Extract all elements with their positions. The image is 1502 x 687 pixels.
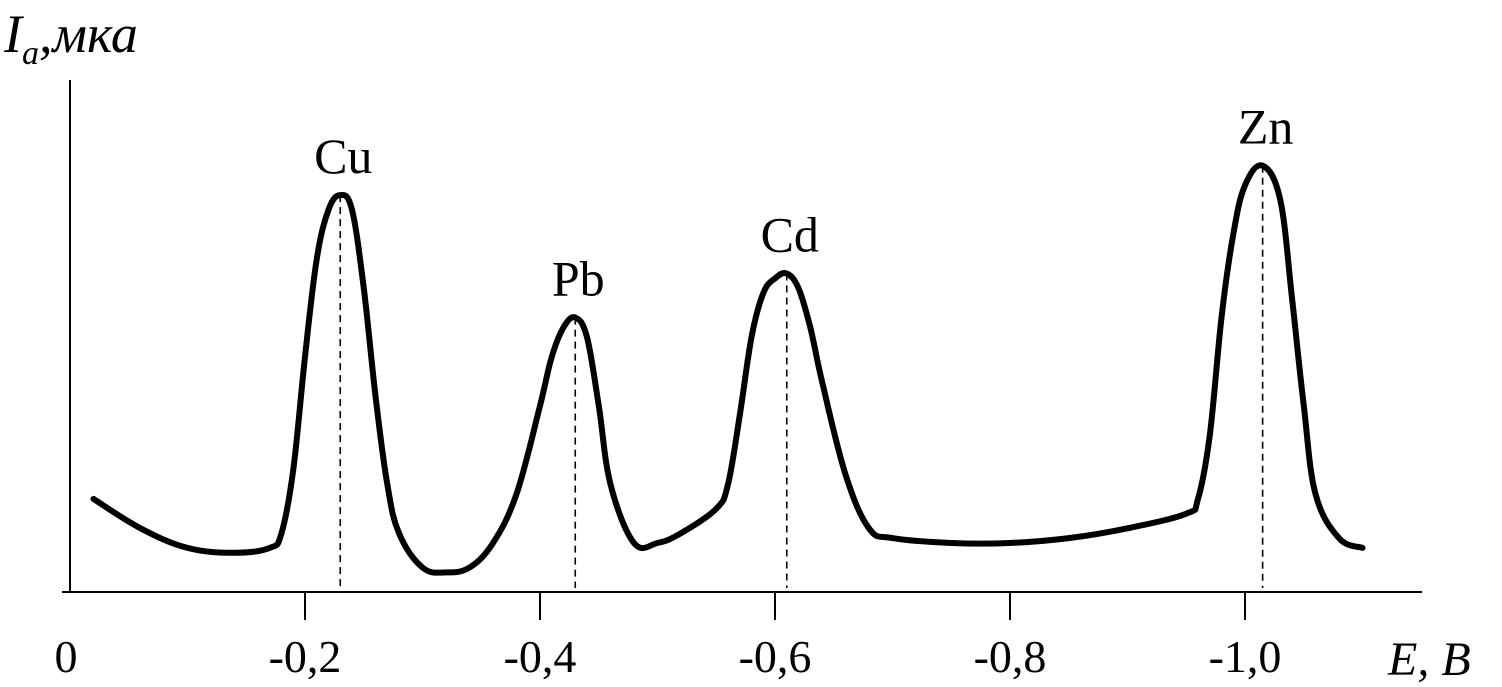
- y-axis-title: Ia,мка: [3, 4, 138, 72]
- y-axis-title-unit: ,мка: [39, 4, 138, 64]
- y-axis-title-subscript: a: [22, 35, 39, 72]
- x-tick-label: -0,2: [269, 631, 342, 682]
- x-tick-labels: 0 -0,2 -0,4 -0,6 -0,8 -1,0: [55, 631, 1282, 682]
- peak-drop-lines: [339, 165, 1264, 588]
- x-tick-label: -0,4: [504, 631, 577, 682]
- y-axis-title-symbol: I: [3, 4, 25, 64]
- peak-label: Pb: [552, 251, 605, 307]
- x-tick-label: 0: [55, 631, 78, 682]
- x-tick-label: -1,0: [1209, 631, 1282, 682]
- peak-labels: Cu Pb Cd Zn: [314, 99, 1293, 307]
- peak-label: Zn: [1238, 99, 1294, 155]
- peak-label: Cd: [761, 207, 819, 263]
- x-tick-label: -0,8: [974, 631, 1047, 682]
- peak-label: Cu: [314, 128, 372, 184]
- x-tick-label: -0,6: [739, 631, 812, 682]
- x-axis-title: E, В: [1387, 633, 1471, 686]
- x-ticks: [304, 592, 1246, 620]
- current-curve: [90, 162, 1366, 576]
